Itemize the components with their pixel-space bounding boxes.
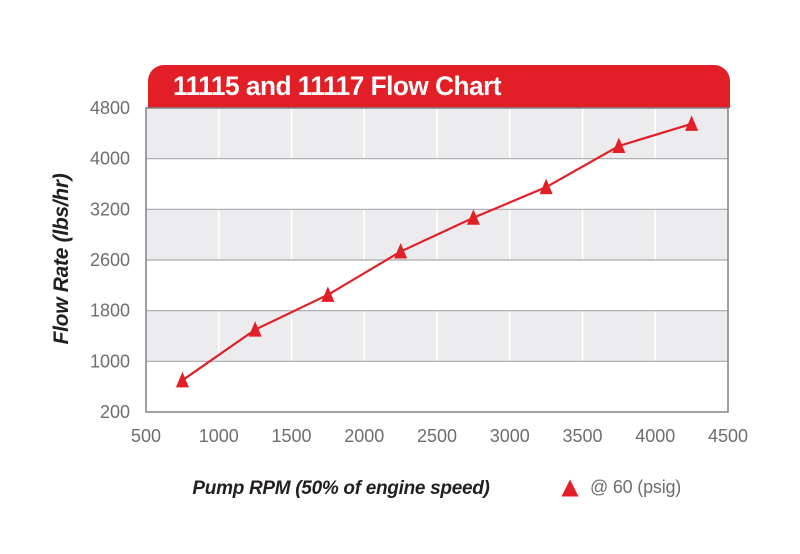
y-tick-label: 4000	[90, 149, 130, 169]
y-tick-label: 2600	[90, 250, 130, 270]
x-tick-label: 3500	[562, 426, 602, 446]
data-point-triangle	[685, 115, 699, 131]
series-line	[181, 122, 692, 382]
data-point-triangle	[612, 137, 626, 153]
chart-title: 11115 and 11117 Flow Chart	[173, 71, 502, 101]
data-point-triangle	[539, 178, 553, 195]
x-tick-label: 1500	[271, 426, 311, 446]
y-tick-label: 4800	[90, 98, 130, 118]
x-tick-label: 4500	[708, 426, 748, 446]
x-tick-label: 500	[131, 426, 161, 446]
chart-title-banner: 11115 and 11117 Flow Chart	[148, 65, 730, 108]
data-point-triangle	[175, 371, 189, 388]
x-axis-title: Pump RPM (50% of engine speed)	[192, 478, 490, 499]
y-tick-label: 200	[100, 402, 130, 422]
data-point-triangle	[394, 243, 408, 259]
data-point-triangle	[466, 209, 480, 225]
legend: @ 60 (psig)	[560, 477, 681, 498]
data-point-triangle	[248, 321, 262, 337]
y-tick-label: 1800	[90, 301, 130, 321]
data-point-triangle	[321, 286, 335, 302]
y-tick-label: 3200	[90, 199, 130, 219]
x-tick-label: 2000	[344, 426, 384, 446]
legend-label: @ 60 (psig)	[590, 477, 682, 497]
plot-border	[145, 107, 729, 413]
x-tick-label: 2500	[417, 426, 457, 446]
x-tick-label: 1000	[199, 426, 239, 446]
y-tick-label: 1000	[90, 351, 130, 371]
legend-triangle-marker-icon	[561, 479, 579, 496]
x-tick-label: 4000	[635, 426, 675, 446]
x-tick-label: 3000	[490, 426, 530, 446]
